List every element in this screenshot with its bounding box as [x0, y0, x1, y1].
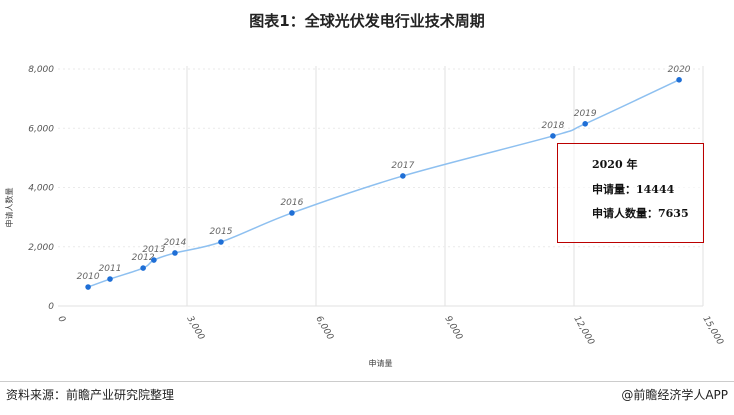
source-text: 资料来源：前瞻产业研究院整理	[6, 388, 175, 402]
x-tick-label: 0	[55, 315, 67, 325]
data-point	[676, 77, 682, 83]
data-point	[218, 239, 224, 245]
data-label: 2015	[210, 227, 233, 237]
y-tick-label: 4,000	[28, 184, 54, 194]
y-tick-label: 2,000	[28, 243, 54, 253]
data-point	[85, 284, 91, 290]
data-label: 2011	[99, 264, 122, 274]
x-tick-label: 3,000	[184, 315, 206, 343]
y-tick-label: 8,000	[28, 65, 54, 75]
x-tick-label: 12,000	[571, 315, 596, 348]
data-point	[550, 133, 556, 139]
data-label: 2017	[391, 161, 414, 171]
y-tick-label: 6,000	[28, 124, 54, 134]
x-tick-label: 6,000	[313, 315, 335, 343]
x-tick-label: 15,000	[700, 315, 725, 348]
brand-text: @前瞻经济学人APP	[621, 388, 728, 402]
data-label: 2016	[280, 198, 303, 208]
data-point	[289, 210, 295, 216]
annotation-year: 2020 年	[592, 158, 638, 171]
data-label: 2020	[668, 65, 691, 75]
annotation-box: 2020 年 申请量：14444 申请人数量：7635	[557, 143, 704, 243]
data-point	[172, 250, 178, 256]
data-label: 2013	[142, 245, 165, 255]
data-point	[140, 265, 146, 271]
chart-title: 图表1：全球光伏发电行业技术周期	[249, 12, 485, 30]
footer-divider	[0, 381, 734, 382]
data-label: 2010	[77, 272, 100, 282]
data-label: 2019	[574, 109, 597, 119]
data-label: 2018	[541, 121, 564, 131]
y-axis-label: 申请人数量	[4, 188, 14, 228]
annotation-applications: 申请量：14444	[592, 183, 675, 196]
x-axis-label: 申请量	[369, 358, 393, 368]
data-point	[107, 276, 113, 282]
data-label: 2014	[164, 238, 187, 248]
data-point	[151, 257, 157, 263]
x-tick-label: 9,000	[442, 315, 464, 343]
data-label: 2012	[132, 253, 155, 263]
chart: 0 3,000 6,000 9,000 12,000 15,000 0 2,000 4,000 6…	[4, 65, 725, 368]
y-tick-label: 0	[48, 302, 54, 312]
data-point	[582, 121, 588, 127]
data-point	[400, 173, 406, 179]
annotation-applicants: 申请人数量：7635	[592, 207, 689, 220]
